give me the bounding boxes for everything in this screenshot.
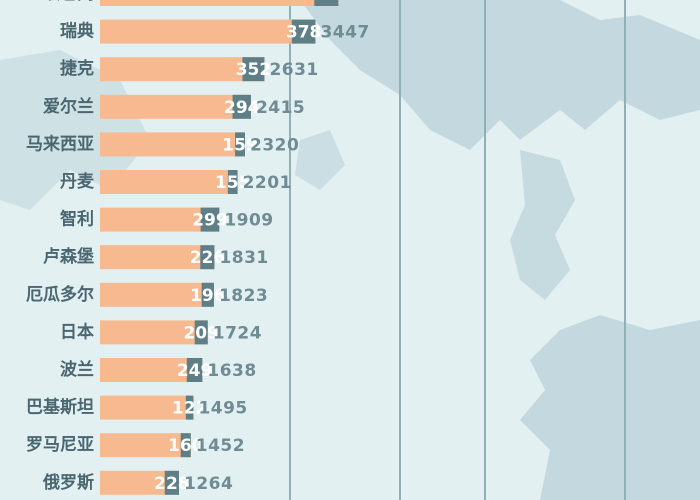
total-value-label: 2201 — [243, 173, 292, 193]
country-label: 丹麦 — [60, 171, 95, 192]
total-bar — [100, 19, 316, 44]
new-bar — [242, 57, 265, 82]
new-value-label: 352 — [236, 60, 272, 80]
map-landmass-southeast — [520, 315, 700, 500]
total-value-label: 2631 — [269, 60, 318, 80]
total-value-label: 1452 — [196, 436, 245, 456]
country-label: 以色列 — [43, 0, 94, 4]
new-bar — [235, 132, 245, 157]
total-bar — [100, 170, 238, 194]
country-label: 巴基斯坦 — [26, 397, 94, 418]
total-value-label: 3813 — [343, 0, 392, 5]
country-label: 捷克 — [60, 58, 94, 79]
new-bar — [232, 94, 251, 119]
total-bar — [100, 57, 265, 82]
new-bar — [314, 0, 339, 6]
new-bar — [186, 358, 203, 382]
country-label: 卢森堡 — [43, 246, 94, 267]
new-bar — [180, 433, 191, 458]
country-label: 厄瓜多尔 — [26, 284, 94, 305]
total-value-label: 1638 — [207, 361, 256, 381]
new-value-label: 299 — [192, 211, 228, 231]
new-bar — [200, 207, 220, 232]
total-bar — [100, 282, 214, 307]
total-value-label: 3447 — [320, 23, 369, 43]
new-bar — [201, 282, 214, 307]
total-bar — [100, 395, 194, 420]
country-label: 马来西亚 — [26, 133, 94, 154]
new-bar — [164, 470, 179, 495]
new-bar — [227, 170, 238, 194]
new-value-label: 228 — [154, 474, 190, 494]
total-bar — [100, 320, 208, 345]
new-bar — [291, 19, 316, 44]
new-bar — [200, 245, 215, 270]
country-label: 俄罗斯 — [42, 472, 94, 493]
total-bar — [100, 132, 245, 157]
map-landmass-east — [510, 150, 575, 300]
new-value-label: 122 — [172, 399, 208, 419]
new-bar — [194, 320, 208, 345]
total-value-label: 1831 — [219, 248, 268, 268]
country-label: 爱尔兰 — [43, 96, 94, 117]
new-bar — [185, 395, 194, 420]
total-value-label: 2415 — [256, 98, 305, 118]
total-value-label: 1823 — [219, 286, 268, 306]
new-value-label: 159 — [222, 135, 258, 155]
new-value-label: 384 — [309, 0, 345, 5]
new-value-label: 196 — [190, 286, 226, 306]
map-landmass-island — [295, 130, 345, 190]
grid-lines — [289, 0, 626, 500]
new-value-label: 378 — [286, 23, 322, 43]
country-label: 智利 — [60, 209, 94, 230]
country-label: 波兰 — [60, 359, 94, 380]
total-value-label: 1909 — [224, 211, 273, 231]
country-label: 日本 — [60, 321, 94, 342]
new-value-label: 160 — [168, 436, 204, 456]
country-label: 罗马尼亚 — [26, 435, 94, 455]
total-value-label: 1724 — [213, 323, 262, 343]
country-label: 瑞典 — [60, 21, 94, 42]
total-bar — [100, 245, 215, 270]
total-bar — [100, 358, 203, 382]
new-value-label: 294 — [224, 98, 260, 118]
total-bar — [100, 207, 220, 232]
total-bar — [100, 433, 191, 458]
total-bar — [100, 94, 251, 119]
new-value-label: 209 — [183, 323, 219, 343]
total-value-label: 1264 — [184, 474, 233, 494]
new-value-label: 226 — [190, 248, 226, 268]
total-value-label: 1495 — [198, 399, 247, 419]
new-value-label: 155 — [215, 173, 251, 193]
total-value-label: 2320 — [250, 135, 299, 155]
total-bar — [100, 0, 339, 6]
new-value-label: 249 — [177, 361, 213, 381]
